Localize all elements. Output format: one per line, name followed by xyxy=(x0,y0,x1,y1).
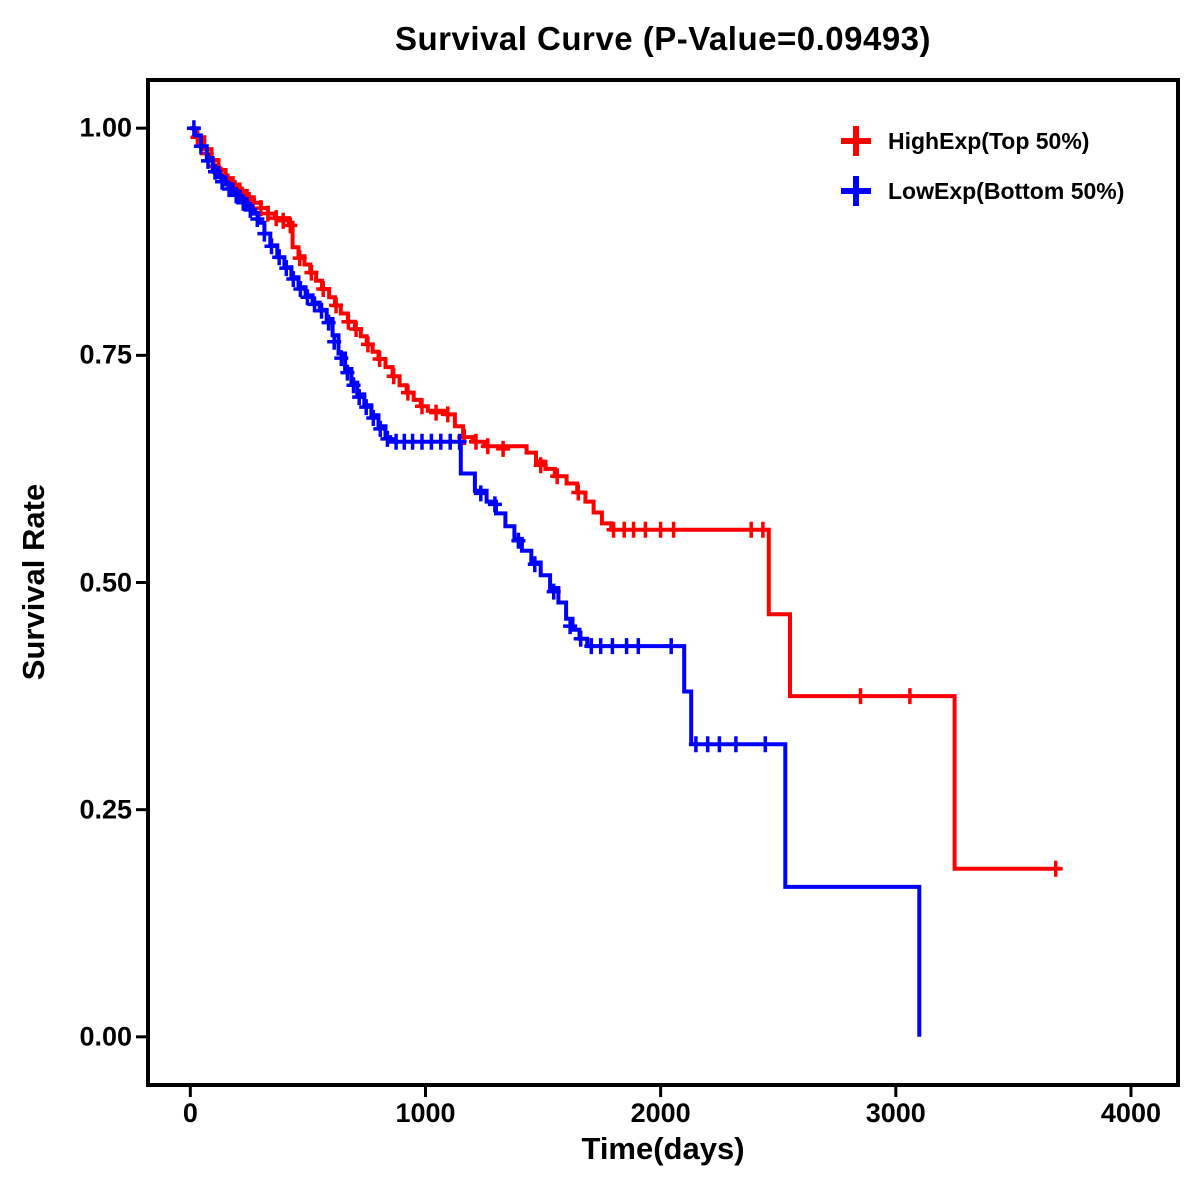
legend-label-lowexp: LowExp(Bottom 50%) xyxy=(888,177,1125,204)
x-tick-label: 4000 xyxy=(1100,1098,1161,1128)
y-tick-label: 0.00 xyxy=(79,1021,132,1052)
x-tick-label: 2000 xyxy=(630,1098,691,1128)
censor-marks-lowexp xyxy=(186,120,773,753)
x-tick-label: 0 xyxy=(182,1098,198,1128)
x-tick-label: 3000 xyxy=(865,1098,926,1128)
legend: HighExp(Top 50%) LowExp(Bottom 50%) xyxy=(838,116,1124,216)
legend-row-lowexp: LowExp(Bottom 50%) xyxy=(838,166,1124,216)
y-tick-label: 0.50 xyxy=(79,567,132,597)
x-tick-label: 1000 xyxy=(395,1098,456,1128)
y-tick-label: 0.25 xyxy=(79,794,132,825)
y-tick-label: 1.00 xyxy=(79,112,132,143)
highexp-plus-icon xyxy=(841,126,871,156)
survival-curve-highexp xyxy=(190,126,1061,871)
y-axis-label: Survival Rate xyxy=(16,483,51,681)
y-tick-label: 0.75 xyxy=(79,339,132,370)
lowexp-plus-icon xyxy=(841,176,871,206)
chart-title: Survival Curve (P-Value=0.09493) xyxy=(394,20,932,57)
plot-border xyxy=(146,78,1180,1087)
legend-row-highexp: HighExp(Top 50%) xyxy=(838,116,1124,166)
legend-label-highexp: HighExp(Top 50%) xyxy=(888,127,1090,154)
x-axis-label: Time(days) xyxy=(581,1131,745,1166)
censor-marks-highexp xyxy=(190,129,1063,877)
